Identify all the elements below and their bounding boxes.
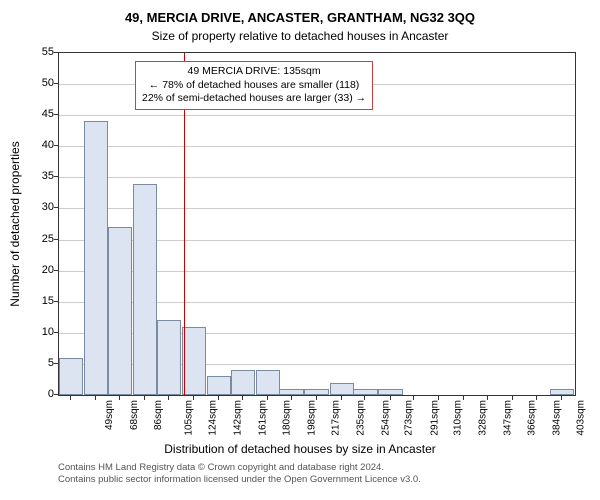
y-tick: [54, 176, 58, 177]
x-tick-label: 254sqm: [380, 400, 391, 436]
x-tick-label: 366sqm: [527, 400, 538, 436]
x-tick-label: 124sqm: [207, 400, 218, 436]
x-tick-label: 384sqm: [552, 400, 563, 436]
footer-line-1: Contains HM Land Registry data © Crown c…: [58, 462, 421, 474]
y-tick: [54, 239, 58, 240]
annotation-line: 49 MERCIA DRIVE: 135sqm: [142, 65, 366, 79]
x-tick: [487, 396, 488, 400]
histogram-bar: [133, 184, 157, 395]
histogram-bar: [108, 227, 132, 395]
x-tick: [70, 396, 71, 400]
x-tick: [512, 396, 513, 400]
x-tick-label: 105sqm: [184, 400, 195, 436]
y-tick-label: 50: [24, 77, 54, 89]
x-tick: [168, 396, 169, 400]
y-tick-label: 5: [24, 357, 54, 369]
x-tick-label: 161sqm: [258, 400, 269, 436]
x-tick-label: 68sqm: [129, 400, 140, 430]
x-tick-label: 142sqm: [233, 400, 244, 436]
annotation-box: 49 MERCIA DRIVE: 135sqm← 78% of detached…: [135, 61, 373, 110]
histogram-bar: [353, 389, 377, 395]
x-tick: [291, 396, 292, 400]
y-tick: [54, 301, 58, 302]
histogram-bar: [550, 389, 574, 395]
x-tick: [390, 396, 391, 400]
footer-line-2: Contains public sector information licen…: [58, 474, 421, 486]
histogram-bar: [84, 121, 108, 395]
x-tick: [364, 396, 365, 400]
x-tick-label: 180sqm: [281, 400, 292, 436]
y-tick-label: 35: [24, 170, 54, 182]
y-tick-label: 40: [24, 139, 54, 151]
x-tick-label: 347sqm: [503, 400, 514, 436]
footer-attribution: Contains HM Land Registry data © Crown c…: [58, 462, 421, 487]
grid-line: [59, 115, 575, 116]
y-tick: [54, 52, 58, 53]
y-tick: [54, 145, 58, 146]
histogram-bar: [304, 389, 328, 395]
y-tick-label: 55: [24, 46, 54, 58]
x-tick: [341, 396, 342, 400]
x-tick: [561, 396, 562, 400]
x-tick-label: 291sqm: [429, 400, 440, 436]
plot-area: 49 MERCIA DRIVE: 135sqm← 78% of detached…: [58, 52, 576, 396]
histogram-bar: [279, 389, 303, 395]
x-tick-label: 328sqm: [478, 400, 489, 436]
histogram-bar: [182, 327, 206, 395]
x-tick: [463, 396, 464, 400]
x-tick: [119, 396, 120, 400]
x-tick: [95, 396, 96, 400]
x-tick-label: 217sqm: [330, 400, 341, 436]
y-tick-label: 45: [24, 108, 54, 120]
y-tick-label: 20: [24, 264, 54, 276]
annotation-line: 22% of semi-detached houses are larger (…: [142, 92, 366, 106]
x-tick: [316, 396, 317, 400]
chart-title-address: 49, MERCIA DRIVE, ANCASTER, GRANTHAM, NG…: [0, 0, 600, 25]
y-tick-label: 25: [24, 233, 54, 245]
histogram-bar: [207, 376, 231, 395]
histogram-bar: [256, 370, 280, 395]
y-tick-label: 15: [24, 295, 54, 307]
y-tick: [54, 363, 58, 364]
x-tick: [193, 396, 194, 400]
y-tick-label: 0: [24, 388, 54, 400]
y-tick: [54, 270, 58, 271]
x-tick-label: 310sqm: [453, 400, 464, 436]
x-tick-label: 235sqm: [355, 400, 366, 436]
y-tick: [54, 114, 58, 115]
y-tick-label: 30: [24, 201, 54, 213]
histogram-bar: [378, 389, 402, 395]
x-tick: [438, 396, 439, 400]
grid-line: [59, 146, 575, 147]
y-tick: [54, 207, 58, 208]
grid-line: [59, 177, 575, 178]
chart-container: 49, MERCIA DRIVE, ANCASTER, GRANTHAM, NG…: [0, 0, 600, 500]
x-tick: [218, 396, 219, 400]
y-tick-label: 10: [24, 326, 54, 338]
x-tick: [267, 396, 268, 400]
x-tick: [413, 396, 414, 400]
y-tick: [54, 394, 58, 395]
x-tick: [242, 396, 243, 400]
annotation-line: ← 78% of detached houses are smaller (11…: [142, 79, 366, 93]
y-tick: [54, 332, 58, 333]
x-tick-label: 403sqm: [576, 400, 587, 436]
x-tick-label: 273sqm: [404, 400, 415, 436]
histogram-bar: [157, 320, 181, 395]
x-tick-label: 198sqm: [306, 400, 317, 436]
x-tick-label: 49sqm: [104, 400, 115, 430]
x-tick-label: 86sqm: [153, 400, 164, 430]
histogram-bar: [231, 370, 255, 395]
histogram-bar: [59, 358, 83, 395]
x-tick: [144, 396, 145, 400]
histogram-bar: [330, 383, 354, 395]
x-tick: [536, 396, 537, 400]
x-axis-label: Distribution of detached houses by size …: [0, 442, 600, 456]
y-tick: [54, 83, 58, 84]
chart-subtitle: Size of property relative to detached ho…: [0, 25, 600, 43]
